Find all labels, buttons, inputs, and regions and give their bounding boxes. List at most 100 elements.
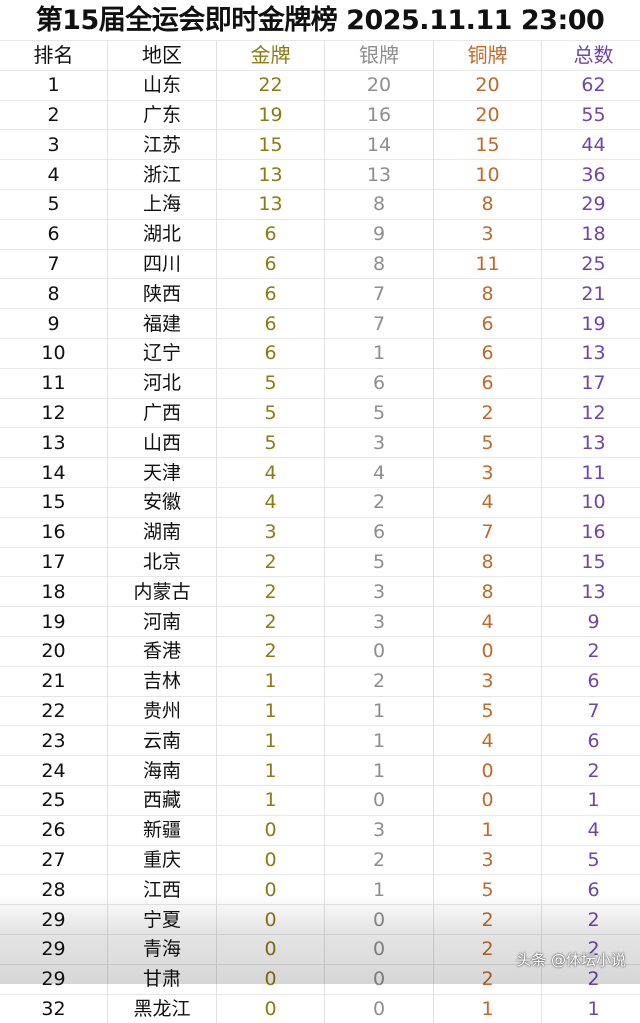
cell-bronze: 0 (434, 756, 542, 786)
cell-gold: 6 (217, 219, 325, 249)
cell-total: 62 (542, 70, 640, 100)
cell-rank: 19 (0, 607, 108, 637)
cell-rank: 9 (0, 309, 108, 339)
cell-total: 9 (542, 607, 640, 637)
cell-silver: 13 (325, 160, 434, 190)
cell-region: 广东 (108, 100, 217, 130)
cell-region: 甘肃 (108, 964, 217, 994)
cell-gold: 5 (217, 428, 325, 458)
cell-silver: 2 (325, 845, 434, 875)
header-region: 地区 (108, 41, 217, 71)
cell-bronze: 20 (434, 70, 542, 100)
cell-rank: 32 (0, 994, 108, 1023)
cell-silver: 1 (325, 756, 434, 786)
watermark: 头条 @体坛小说 (516, 949, 626, 970)
cell-silver: 5 (325, 398, 434, 428)
cell-silver: 2 (325, 666, 434, 696)
cell-silver: 0 (325, 994, 434, 1023)
cell-rank: 13 (0, 428, 108, 458)
cell-region: 湖北 (108, 219, 217, 249)
cell-region: 宁夏 (108, 905, 217, 935)
cell-bronze: 3 (434, 219, 542, 249)
cell-bronze: 8 (434, 547, 542, 577)
cell-gold: 1 (217, 666, 325, 696)
cell-total: 10 (542, 487, 640, 517)
cell-gold: 5 (217, 368, 325, 398)
cell-bronze: 20 (434, 100, 542, 130)
cell-region: 黑龙江 (108, 994, 217, 1023)
header-rank: 排名 (0, 41, 108, 71)
cell-bronze: 8 (434, 279, 542, 309)
cell-rank: 16 (0, 517, 108, 547)
cell-silver: 14 (325, 130, 434, 160)
cell-total: 36 (542, 160, 640, 190)
cell-silver: 3 (325, 577, 434, 607)
cell-silver: 3 (325, 428, 434, 458)
cell-region: 福建 (108, 309, 217, 339)
cell-total: 21 (542, 279, 640, 309)
cell-bronze: 4 (434, 607, 542, 637)
cell-region: 江西 (108, 875, 217, 905)
cell-rank: 3 (0, 130, 108, 160)
cell-region: 广西 (108, 398, 217, 428)
cell-rank: 29 (0, 905, 108, 935)
cell-region: 香港 (108, 636, 217, 666)
cell-silver: 1 (325, 875, 434, 905)
header-total: 总数 (542, 41, 640, 71)
cell-bronze: 5 (434, 696, 542, 726)
cell-total: 18 (542, 219, 640, 249)
cell-gold: 6 (217, 249, 325, 279)
cell-silver: 16 (325, 100, 434, 130)
cell-rank: 14 (0, 458, 108, 488)
cell-region: 浙江 (108, 160, 217, 190)
cell-gold: 0 (217, 964, 325, 994)
cell-bronze: 1 (434, 815, 542, 845)
cell-gold: 13 (217, 189, 325, 219)
cell-total: 6 (542, 726, 640, 756)
cell-total: 1 (542, 994, 640, 1023)
header-silver: 银牌 (325, 41, 434, 71)
cell-bronze: 4 (434, 487, 542, 517)
cell-gold: 6 (217, 309, 325, 339)
cell-bronze: 3 (434, 845, 542, 875)
cell-bronze: 6 (434, 368, 542, 398)
cell-rank: 26 (0, 815, 108, 845)
cell-total: 2 (542, 905, 640, 935)
cell-rank: 28 (0, 875, 108, 905)
header-bronze: 铜牌 (434, 41, 542, 71)
cell-silver: 1 (325, 338, 434, 368)
header-gold: 金牌 (217, 41, 325, 71)
cell-region: 河北 (108, 368, 217, 398)
cell-bronze: 2 (434, 398, 542, 428)
cell-silver: 8 (325, 249, 434, 279)
cell-rank: 29 (0, 934, 108, 964)
cell-region: 吉林 (108, 666, 217, 696)
cell-bronze: 10 (434, 160, 542, 190)
cell-silver: 9 (325, 219, 434, 249)
cell-gold: 0 (217, 934, 325, 964)
cell-gold: 1 (217, 696, 325, 726)
cell-total: 4 (542, 815, 640, 845)
cell-total: 13 (542, 577, 640, 607)
cell-region: 西藏 (108, 785, 217, 815)
cell-rank: 8 (0, 279, 108, 309)
cell-total: 2 (542, 756, 640, 786)
cell-silver: 7 (325, 309, 434, 339)
cell-rank: 18 (0, 577, 108, 607)
cell-gold: 15 (217, 130, 325, 160)
cell-silver: 0 (325, 785, 434, 815)
